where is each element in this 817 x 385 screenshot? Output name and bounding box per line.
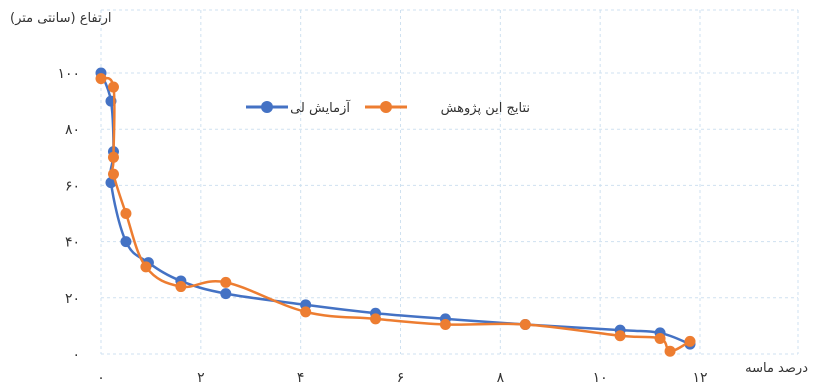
y-tick-label-5: ۱۰۰ (57, 66, 80, 82)
series-2-point-8 (300, 306, 312, 318)
series-2-point-5 (140, 261, 152, 273)
series-2 (95, 73, 696, 357)
series-1-point-4 (120, 236, 132, 248)
series-2-line (100, 76, 691, 353)
x-tick-label-4: ۸ (497, 370, 505, 385)
series-2-point-6 (175, 281, 187, 293)
series-1-point-7 (220, 288, 232, 300)
x-axis-title: درصد ماسه (745, 361, 808, 376)
series-2-point-12 (614, 330, 626, 342)
legend-label-series-1: آزمایش لی (290, 99, 351, 116)
series-2-point-4 (120, 208, 132, 219)
series-2-point-1 (107, 81, 119, 93)
y-tick-label-1: ۲۰ (65, 291, 80, 307)
axes: ۰ ۲۰ ۴۰ ۶۰ ۸۰ ۱۰۰ ۰ ۲ ۴ ۶ ۸ ۱۰ ۱۲ (57, 66, 707, 385)
series-2-point-0 (95, 73, 107, 85)
y-tick-label-3: ۶۰ (65, 178, 80, 194)
series-2-point-7 (220, 276, 232, 288)
x-tick-label-5: ۱۰ (593, 370, 608, 385)
x-tick-label-6: ۱۲ (692, 370, 707, 385)
series-2-point-10 (439, 318, 451, 330)
series-2-point-9 (370, 313, 382, 325)
series-2-point-11 (519, 318, 531, 330)
series-2-point-3 (107, 168, 119, 180)
x-tick-label-2: ۴ (297, 370, 305, 385)
series-layer (95, 67, 696, 357)
series-2-point-15 (684, 335, 696, 347)
series-1-line (99, 72, 691, 346)
x-tick-label-1: ۲ (197, 370, 205, 385)
legend-label-series-2: نتایج این پژوهش (441, 101, 530, 116)
grid-lines (100, 9, 799, 355)
y-tick-label-4: ۸۰ (65, 122, 80, 138)
series-2-point-2 (107, 151, 119, 163)
legend-marker-series-1 (261, 101, 273, 113)
y-tick-label-2: ۴۰ (65, 235, 80, 251)
y-tick-label-0: ۰ (72, 347, 80, 363)
series-1 (95, 67, 696, 350)
series-2-point-13 (654, 333, 666, 345)
x-tick-label-0: ۰ (97, 370, 105, 385)
y-axis-title: ارتفاع (سانتی متر) (10, 11, 112, 26)
legend: آزمایش لی نتایج این پژوهش (246, 99, 530, 116)
series-2-point-14 (664, 345, 676, 357)
x-tick-label-3: ۶ (397, 370, 405, 385)
legend-marker-series-2 (380, 101, 392, 113)
